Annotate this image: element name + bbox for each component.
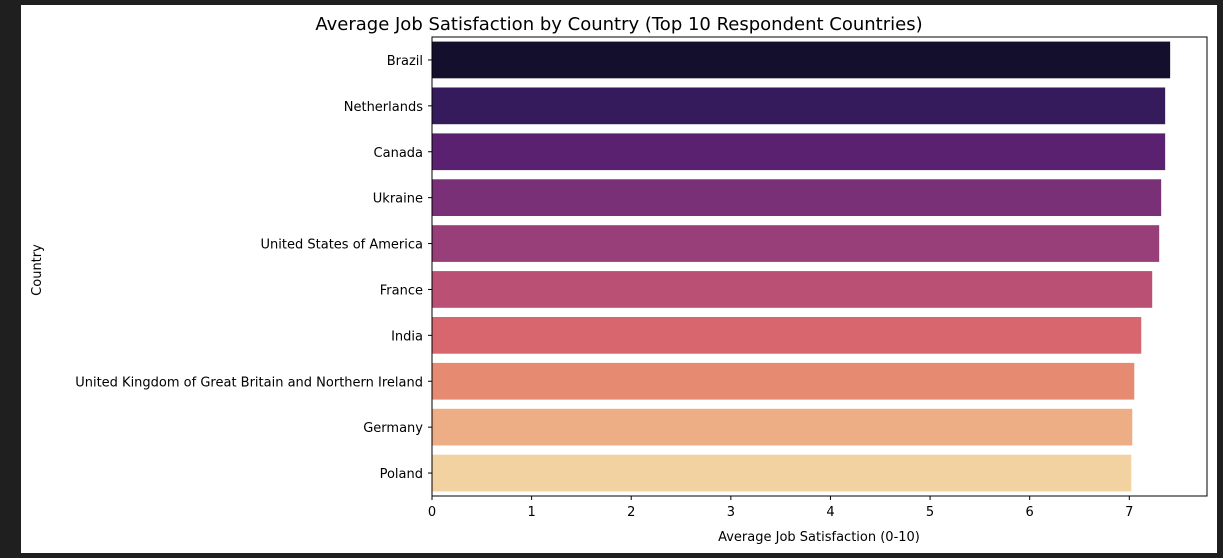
chart-figure: Average Job Satisfaction by Country (Top…	[21, 5, 1217, 553]
x-tick-label: 0	[428, 505, 436, 520]
y-tick-label: United States of America	[261, 238, 423, 253]
y-tick-label: United Kingdom of Great Britain and Nort…	[75, 375, 423, 390]
y-tick-label: Germany	[363, 421, 423, 436]
bar-6	[432, 316, 1142, 354]
x-tick-label: 7	[1125, 505, 1133, 520]
y-tick-label: Canada	[374, 146, 423, 161]
y-ticks-group: Brazil Netherlands Canada Ukraine United Sta…	[75, 54, 432, 482]
chart-title: Average Job Satisfaction by Country (Top…	[315, 14, 922, 35]
bar-4	[432, 225, 1160, 262]
y-tick-label: Ukraine	[373, 192, 423, 207]
x-ticks-group: 0 1 2 3 4 5 6 7	[428, 496, 1133, 520]
y-tick-label: Poland	[380, 467, 423, 482]
y-tick-label: India	[391, 329, 423, 344]
bar-chart: Average Job Satisfaction by Country (Top…	[30, 14, 1208, 545]
x-tick-label: 5	[926, 505, 934, 520]
plot-frame	[431, 36, 1208, 497]
bar-7	[432, 362, 1135, 400]
x-tick-label: 1	[527, 505, 535, 520]
bar-0	[432, 41, 1171, 79]
x-tick-label: 3	[727, 505, 735, 520]
x-axis-label: Average Job Satisfaction (0-10)	[718, 530, 920, 545]
bar-1	[432, 87, 1166, 125]
y-tick-label: France	[380, 283, 423, 298]
bar-5	[432, 271, 1153, 308]
x-tick-label: 4	[826, 505, 834, 520]
bar-9	[432, 454, 1132, 492]
y-tick-label: Netherlands	[344, 100, 423, 115]
bar-2	[432, 133, 1166, 171]
bars-group	[432, 41, 1171, 492]
bar-3	[432, 179, 1162, 217]
y-axis-label: Country	[30, 244, 45, 296]
bar-8	[432, 408, 1133, 446]
x-tick-label: 6	[1026, 505, 1034, 520]
x-tick-label: 2	[627, 505, 635, 520]
axes-spines	[431, 36, 1208, 497]
y-tick-label: Brazil	[387, 54, 423, 69]
